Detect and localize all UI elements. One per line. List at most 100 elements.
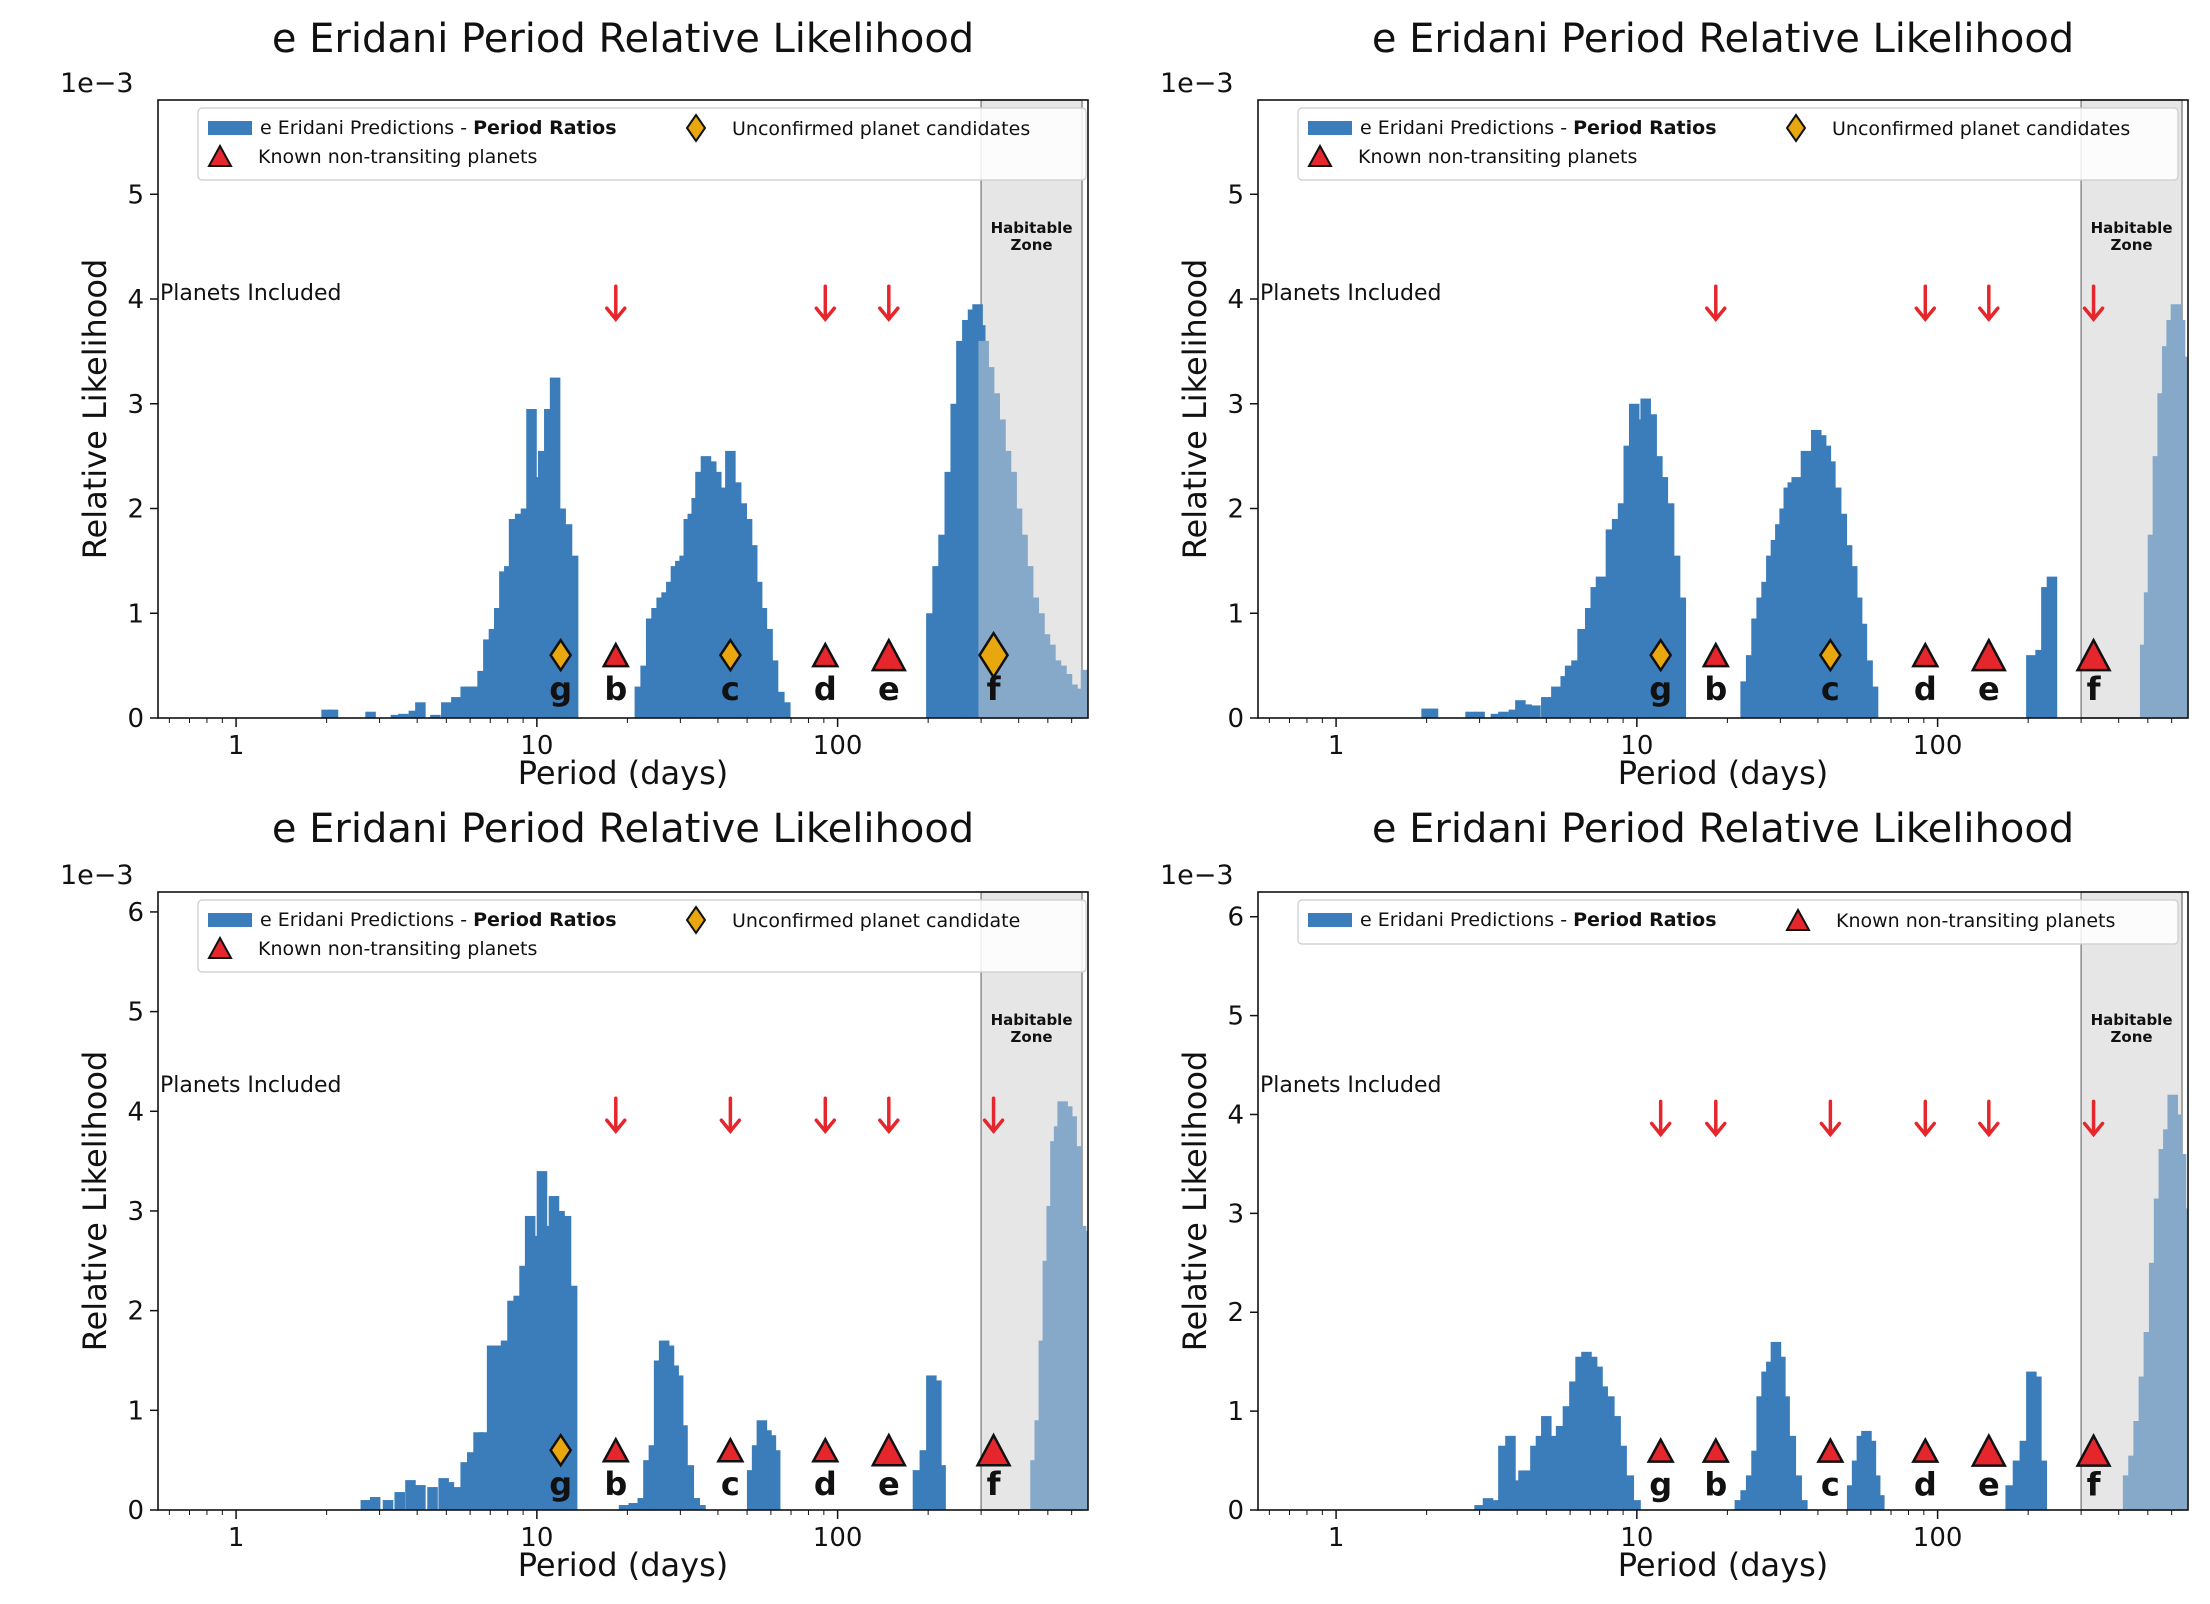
- histogram-bar: [544, 409, 555, 718]
- histogram-bar: [483, 639, 494, 718]
- histogram-bar: [1505, 1435, 1516, 1510]
- histogram-bar: [1646, 414, 1657, 718]
- planet-arrow-f: [2082, 284, 2105, 323]
- histogram-bar: [1584, 608, 1596, 718]
- x-tick-label: 100: [1913, 731, 1963, 761]
- legend-triangle-marker: [207, 935, 233, 959]
- x-axis-label: Period (days): [518, 754, 728, 790]
- y-axis-label: Relative Likelihood: [1176, 259, 1214, 560]
- planet-arrow-f: [982, 1096, 1005, 1135]
- y-tick-label: 3: [1227, 390, 1244, 420]
- planet-label-b: b: [1704, 670, 1727, 708]
- histogram-bar: [1610, 1416, 1621, 1510]
- histogram-bar: [382, 1500, 394, 1510]
- histogram-bar: [430, 714, 441, 718]
- histogram-bar: [1830, 487, 1842, 718]
- histogram-bar: [1490, 713, 1502, 718]
- planets-included-label: Planets Included: [1260, 281, 1441, 306]
- histogram-bar: [1740, 681, 1751, 718]
- legend-box: [1297, 899, 2179, 945]
- histogram-bar-habitable: [1039, 634, 1051, 718]
- histogram-bar-habitable: [1045, 644, 1056, 718]
- histogram-bar: [494, 1345, 505, 1510]
- histogram-bar: [1836, 513, 1848, 718]
- planet-label-e: e: [878, 1465, 900, 1503]
- histogram-bar: [1498, 711, 1509, 718]
- histogram-bar-habitable: [2181, 660, 2188, 718]
- histogram-bar-habitable: [1080, 669, 1088, 718]
- histogram-bar: [912, 1470, 924, 1510]
- histogram-bar: [2012, 1460, 2024, 1510]
- legend-diamond-marker: [1785, 113, 1807, 143]
- histogram-bar: [1652, 456, 1663, 718]
- planet-label-g: g: [1649, 670, 1672, 708]
- histogram-bar: [1581, 1351, 1592, 1510]
- histogram-bar: [2031, 1376, 2042, 1510]
- histogram-bar: [1515, 700, 1526, 718]
- histogram-bar: [1785, 1435, 1797, 1510]
- planet-label-f: f: [987, 670, 1002, 708]
- planet-label-d: d: [814, 670, 837, 708]
- planet-marker-d: [1911, 1437, 1940, 1463]
- histogram-bar: [643, 1460, 654, 1510]
- histogram-bar-habitable: [2122, 1475, 2134, 1510]
- planet-arrow-e: [878, 284, 900, 323]
- histogram-bar: [1745, 655, 1757, 718]
- y-multiplier: 1e−3: [1160, 860, 1234, 891]
- histogram-bar: [526, 409, 537, 718]
- x-axis-label: Period (days): [1618, 754, 1828, 790]
- planet-marker-e: [1970, 1433, 2007, 1467]
- planet-label-e: e: [1978, 1466, 2000, 1504]
- planet-arrow-c: [1819, 1099, 1842, 1138]
- y-tick-label: 2: [127, 1297, 144, 1327]
- planet-label-c: c: [1821, 670, 1840, 708]
- histogram-bar: [567, 555, 579, 718]
- histogram-bar-habitable: [1056, 665, 1067, 718]
- histogram-bar: [1427, 708, 1439, 718]
- histogram-bar: [1482, 1498, 1494, 1510]
- histogram-bar: [520, 508, 532, 718]
- legend-box: [197, 899, 1087, 973]
- legend-triangle-label: Known non-transiting planets: [258, 146, 537, 168]
- y-tick-label: 2: [127, 495, 144, 525]
- habitable-zone-label: Habitable Zone: [991, 1011, 1073, 1046]
- histogram-bar: [1862, 660, 1873, 718]
- planet-marker-f: [975, 1432, 1012, 1467]
- habitable-zone-label: Habitable Zone: [991, 219, 1073, 254]
- histogram-bar-habitable: [1034, 613, 1045, 718]
- histogram-bar: [736, 503, 748, 718]
- histogram-bar: [1577, 628, 1588, 718]
- y-tick-label: 0: [1227, 704, 1244, 734]
- histogram-bar: [780, 702, 791, 718]
- histogram-bar: [1521, 704, 1532, 718]
- histogram-bar-habitable: [995, 419, 1006, 718]
- planet-arrow-g: [1649, 1099, 1672, 1138]
- histogram-bar: [1856, 623, 1868, 718]
- histogram-bar: [415, 1485, 426, 1510]
- planets-included-label: Planets Included: [160, 1073, 341, 1098]
- planet-label-f: f: [987, 1465, 1002, 1503]
- histogram-bar: [398, 713, 409, 718]
- histogram-bar: [926, 613, 937, 718]
- planet-arrow-b: [605, 1096, 627, 1135]
- histogram-bar: [1745, 1475, 1757, 1510]
- histogram-bar: [1640, 398, 1651, 718]
- y-tick-label: 1: [127, 1396, 144, 1426]
- y-tick-label: 4: [1227, 1100, 1244, 1130]
- legend-box: [197, 107, 1087, 181]
- y-tick-label: 5: [127, 180, 144, 210]
- planet-marker-c: [716, 1436, 745, 1463]
- x-tick-label: 10: [520, 731, 553, 761]
- histogram-bar: [1586, 1356, 1598, 1510]
- histogram-bar: [944, 471, 956, 718]
- histogram-bar: [1791, 1475, 1802, 1510]
- x-tick-label: 1: [228, 731, 245, 761]
- plot-frame: [1257, 99, 2189, 719]
- histogram-bar: [479, 1432, 490, 1510]
- histogram-bar: [762, 628, 773, 718]
- histogram-bar: [1465, 711, 1476, 718]
- histogram-bar: [1569, 1381, 1580, 1510]
- planet-marker-g: [1649, 637, 1673, 673]
- legend-series-swatch: [1308, 121, 1352, 135]
- histogram-bar: [2035, 649, 2046, 718]
